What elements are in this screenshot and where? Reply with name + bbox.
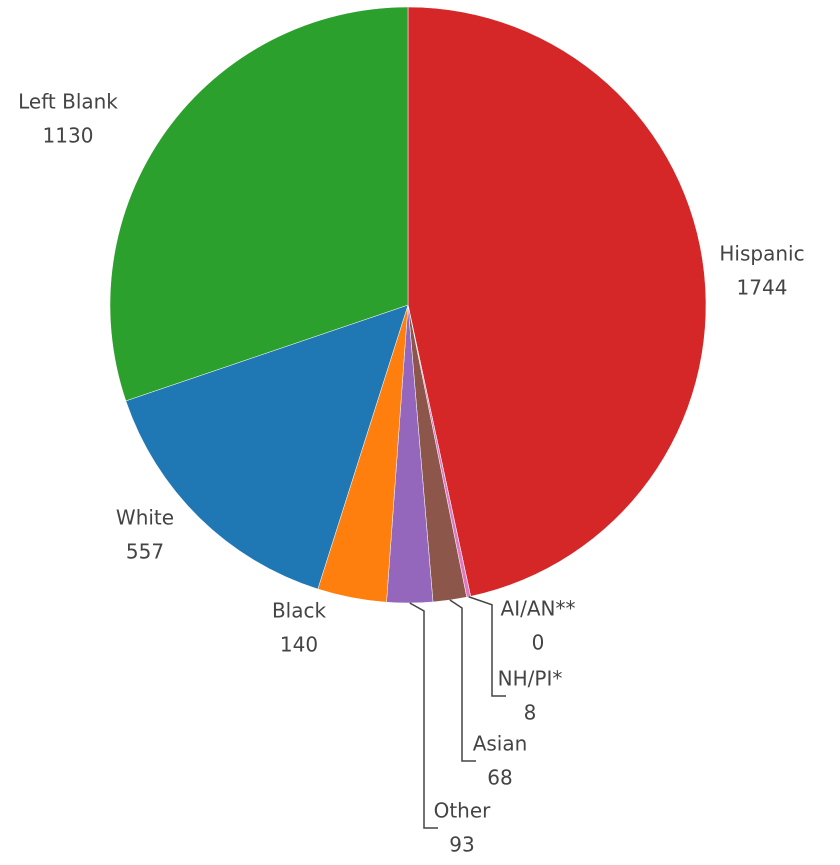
slice-label: Hispanic	[719, 242, 804, 266]
leader-line	[409, 602, 438, 829]
slice-label: Black	[272, 599, 327, 623]
slice-value: 557	[126, 540, 164, 564]
slice-value: 93	[449, 833, 474, 857]
slice-label: NH/PI*	[498, 667, 563, 691]
slice-value: 0	[532, 631, 545, 655]
slice-value: 68	[487, 766, 512, 790]
slice-label: Other	[434, 799, 492, 823]
slice-label: Asian	[473, 732, 528, 756]
leader-line	[468, 596, 506, 697]
pie-slice	[109, 6, 409, 402]
slice-value: 140	[280, 633, 318, 657]
slice-value: 8	[524, 701, 537, 725]
pie-slice	[407, 6, 707, 597]
slice-label: Left Blank	[18, 90, 118, 114]
leader-line	[449, 599, 476, 762]
slice-label: White	[116, 506, 174, 530]
slice-value: 1744	[737, 276, 788, 300]
slice-label: AI/AN**	[501, 597, 576, 621]
pie-slice	[125, 304, 409, 590]
slice-value: 1130	[43, 124, 94, 148]
